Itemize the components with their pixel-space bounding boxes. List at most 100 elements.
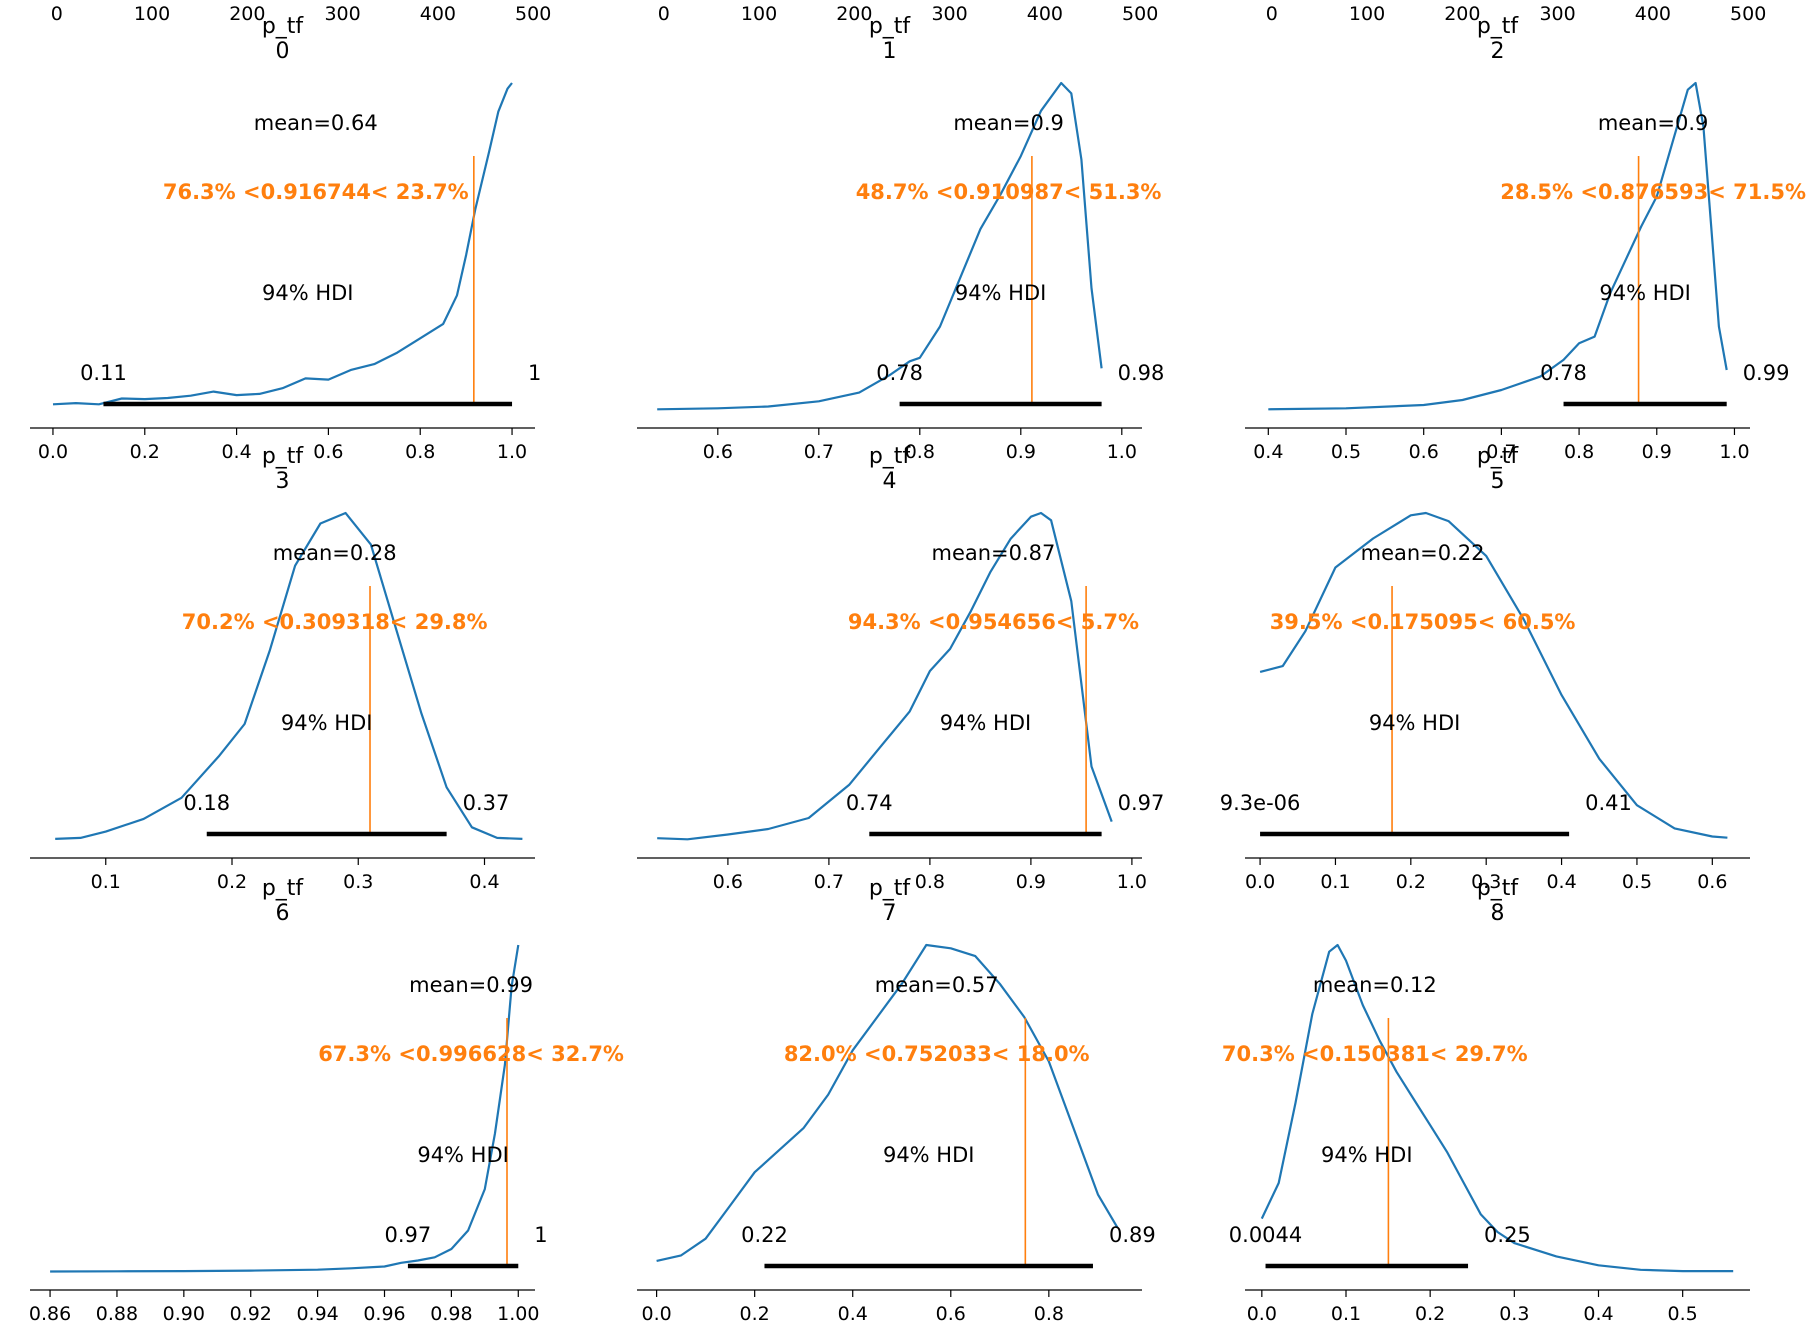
kde-curve — [1268, 81, 1728, 411]
x-tick-label: 0.6 — [936, 1303, 966, 1325]
x-tick-label: 0.98 — [430, 1303, 472, 1325]
reference-label: 82.0% <0.752033< 18.0% — [784, 1042, 1090, 1066]
x-tick-label: 0.8 — [1034, 1303, 1064, 1325]
top-tick-label: 400 — [1027, 3, 1063, 25]
x-tick-label: 0.4 — [1253, 441, 1283, 463]
x-tick-label: 0.7 — [814, 871, 844, 893]
hdi-high-label: 0.89 — [1109, 1223, 1156, 1247]
hdi-low-label: 0.97 — [385, 1223, 432, 1247]
reference-label: 70.2% <0.309318< 29.8% — [182, 610, 488, 634]
x-tick-label: 0.86 — [29, 1303, 71, 1325]
hdi-low-label: 0.0044 — [1229, 1223, 1302, 1247]
x-tick-label: 0.90 — [163, 1303, 205, 1325]
x-tick-label: 0.9 — [1016, 871, 1046, 893]
x-tick-label: 0.0 — [1247, 1303, 1277, 1325]
panel-title-index: 2 — [1491, 39, 1505, 64]
x-tick-label: 0.5 — [1331, 441, 1361, 463]
x-tick-label: 0.5 — [1668, 1303, 1698, 1325]
x-tick-label: 0.3 — [1499, 1303, 1529, 1325]
kde-curve — [657, 511, 1113, 841]
top-tick-label: 100 — [1349, 3, 1385, 25]
x-tick-label: 0.2 — [1415, 1303, 1445, 1325]
x-tick-label: 0.5 — [1622, 871, 1652, 893]
top-tick-label: 300 — [931, 3, 967, 25]
x-tick-label: 0.8 — [905, 441, 935, 463]
panel-title-index: 5 — [1491, 469, 1505, 494]
reference-label: 70.3% <0.150381< 29.7% — [1222, 1042, 1528, 1066]
x-tick-label: 0.6 — [313, 441, 343, 463]
hdi-low-label: 0.74 — [846, 791, 893, 815]
top-tick-label: 400 — [1635, 3, 1671, 25]
hdi-label: 94% HDI — [940, 711, 1032, 735]
mean-label: mean=0.28 — [273, 541, 397, 565]
mean-label: mean=0.12 — [1313, 973, 1437, 997]
x-tick-label: 0.2 — [1396, 871, 1426, 893]
kde-curve — [1260, 943, 1734, 1273]
x-tick-label: 0.94 — [296, 1303, 338, 1325]
panel-title-var: p_tf — [869, 444, 912, 469]
reference-label: 39.5% <0.175095< 60.5% — [1270, 610, 1576, 634]
kde-curve — [657, 81, 1103, 411]
top-tick-label: 500 — [1122, 3, 1158, 25]
x-tick-label: 0.96 — [363, 1303, 405, 1325]
top-tick-label: 0 — [658, 3, 670, 25]
hdi-label: 94% HDI — [1599, 281, 1691, 305]
x-tick-label: 0.8 — [405, 441, 435, 463]
kde-curve — [656, 943, 1119, 1262]
panel-title-var: p_tf — [1477, 444, 1520, 469]
reference-label: 67.3% <0.996628< 32.7% — [318, 1042, 624, 1066]
x-tick-label: 0.9 — [1642, 441, 1672, 463]
hdi-low-label: 0.22 — [741, 1223, 788, 1247]
panel-title-index: 6 — [276, 901, 290, 926]
panel-title-index: 3 — [276, 469, 290, 494]
hdi-label: 94% HDI — [417, 1143, 509, 1167]
x-tick-label: 0.6 — [1409, 441, 1439, 463]
x-tick-label: 0.2 — [130, 441, 160, 463]
x-tick-label: 0.1 — [1331, 1303, 1361, 1325]
hdi-high-label: 0.99 — [1743, 361, 1790, 385]
hdi-label: 94% HDI — [281, 711, 373, 735]
panel-title-var: p_tf — [1477, 876, 1520, 901]
top-tick-label: 200 — [836, 3, 872, 25]
x-tick-label: 0.7 — [804, 441, 834, 463]
hdi-low-label: 9.3e-06 — [1220, 791, 1301, 815]
panel-title-index: 1 — [883, 39, 897, 64]
panel-title-var: p_tf — [262, 444, 305, 469]
hdi-high-label: 1 — [534, 1223, 547, 1247]
x-tick-label: 0.8 — [915, 871, 945, 893]
x-tick-label: 0.6 — [703, 441, 733, 463]
kde-curve — [50, 944, 520, 1273]
x-tick-label: 0.4 — [1583, 1303, 1613, 1325]
mean-label: mean=0.99 — [409, 973, 533, 997]
panel-p-tf-4: p_tf4 mean=0.87 94.3% <0.954656< 5.7% 94% H… — [637, 444, 1164, 893]
x-tick-label: 0.2 — [740, 1303, 770, 1325]
x-tick-label: 1.0 — [497, 441, 527, 463]
hdi-high-label: 0.97 — [1118, 791, 1165, 815]
x-tick-label: 0.9 — [1006, 441, 1036, 463]
mean-label: mean=0.9 — [953, 111, 1064, 135]
top-tick-label: 0 — [1266, 3, 1278, 25]
hdi-high-label: 0.41 — [1585, 791, 1632, 815]
x-tick-label: 0.4 — [469, 871, 499, 893]
x-tick-label: 0.4 — [1546, 871, 1576, 893]
panel-title-var: p_tf — [869, 876, 912, 901]
panel-title-var: p_tf — [262, 876, 305, 901]
kde-curve — [55, 511, 523, 840]
x-tick-label: 0.0 — [38, 441, 68, 463]
hdi-low-label: 0.11 — [80, 361, 127, 385]
mean-label: mean=0.9 — [1598, 111, 1709, 135]
panel-title-var: p_tf — [1477, 14, 1520, 39]
panel-title-index: 0 — [276, 39, 290, 64]
panel-title-index: 8 — [1491, 901, 1505, 926]
panel-p-tf-5: p_tf5 mean=0.22 39.5% <0.175095< 60.5% 94% … — [1220, 444, 1750, 893]
panel-p-tf-8: p_tf8 mean=0.12 70.3% <0.150381< 29.7% 94% … — [1222, 876, 1750, 1325]
hdi-low-label: 0.78 — [876, 361, 923, 385]
top-tick-label: 400 — [420, 3, 456, 25]
x-tick-label: 0.2 — [217, 871, 247, 893]
panel-title-index: 4 — [883, 469, 897, 494]
x-tick-label: 1.0 — [1719, 441, 1749, 463]
x-tick-label: 1.0 — [1117, 871, 1147, 893]
hdi-high-label: 0.25 — [1484, 1223, 1531, 1247]
